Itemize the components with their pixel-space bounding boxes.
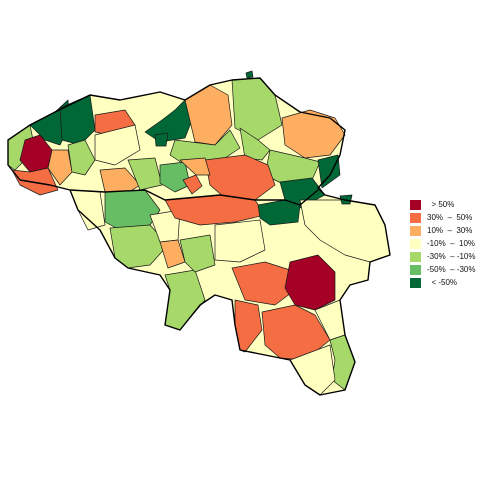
region-antwerp-south xyxy=(169,129,241,166)
legend-item: 10% – 30% xyxy=(410,224,475,237)
legend-label: 30% – 50% xyxy=(427,213,473,222)
legend-label: 10% – 30% xyxy=(427,226,473,235)
legend-swatch xyxy=(410,199,421,210)
legend-item: < -50% xyxy=(410,276,475,289)
region-namur-west xyxy=(179,234,216,273)
region-enclave xyxy=(245,70,254,79)
region-kortrijk xyxy=(11,167,59,196)
region-maaseik xyxy=(317,154,341,189)
legend-swatch xyxy=(410,225,421,236)
legend: > 50% 30% – 50% 10% – 30% -10% – 10% -30… xyxy=(410,198,475,289)
legend-swatch xyxy=(410,277,421,288)
region-antwerp xyxy=(154,132,169,147)
legend-item: 30% – 50% xyxy=(410,211,475,224)
legend-label: -30% – -10% xyxy=(427,252,476,261)
legend-label: -10% – 10% xyxy=(427,239,476,248)
region-tielt xyxy=(67,139,96,176)
legend-swatch xyxy=(410,264,421,275)
region-waremme xyxy=(257,199,301,226)
region-leuven xyxy=(204,154,276,201)
region-tournai xyxy=(69,189,106,231)
region-ghent xyxy=(94,124,141,166)
region-roeselare xyxy=(47,149,73,186)
legend-swatch xyxy=(410,212,421,223)
region-huy xyxy=(214,219,266,263)
region-hasselt-north xyxy=(281,109,346,159)
legend-item: > 50% xyxy=(410,198,475,211)
legend-swatch xyxy=(410,251,421,262)
region-boundary xyxy=(69,189,319,206)
region-halle-vilvoorde xyxy=(159,161,191,193)
legend-item: -30% – -10% xyxy=(410,250,475,263)
legend-label: -50% – -30% xyxy=(427,265,476,274)
region-vilvoorde xyxy=(179,157,211,176)
legend-label: > 50% xyxy=(427,200,455,209)
legend-swatch xyxy=(410,238,421,249)
region-brussels xyxy=(182,174,203,195)
region-mol xyxy=(239,127,271,161)
legend-item: -50% – -30% xyxy=(410,263,475,276)
legend-item: -10% – 10% xyxy=(410,237,475,250)
region-marche xyxy=(284,254,336,311)
country-border xyxy=(7,77,391,396)
region-dendermonde xyxy=(127,157,163,191)
legend-label: < -50% xyxy=(427,278,458,287)
